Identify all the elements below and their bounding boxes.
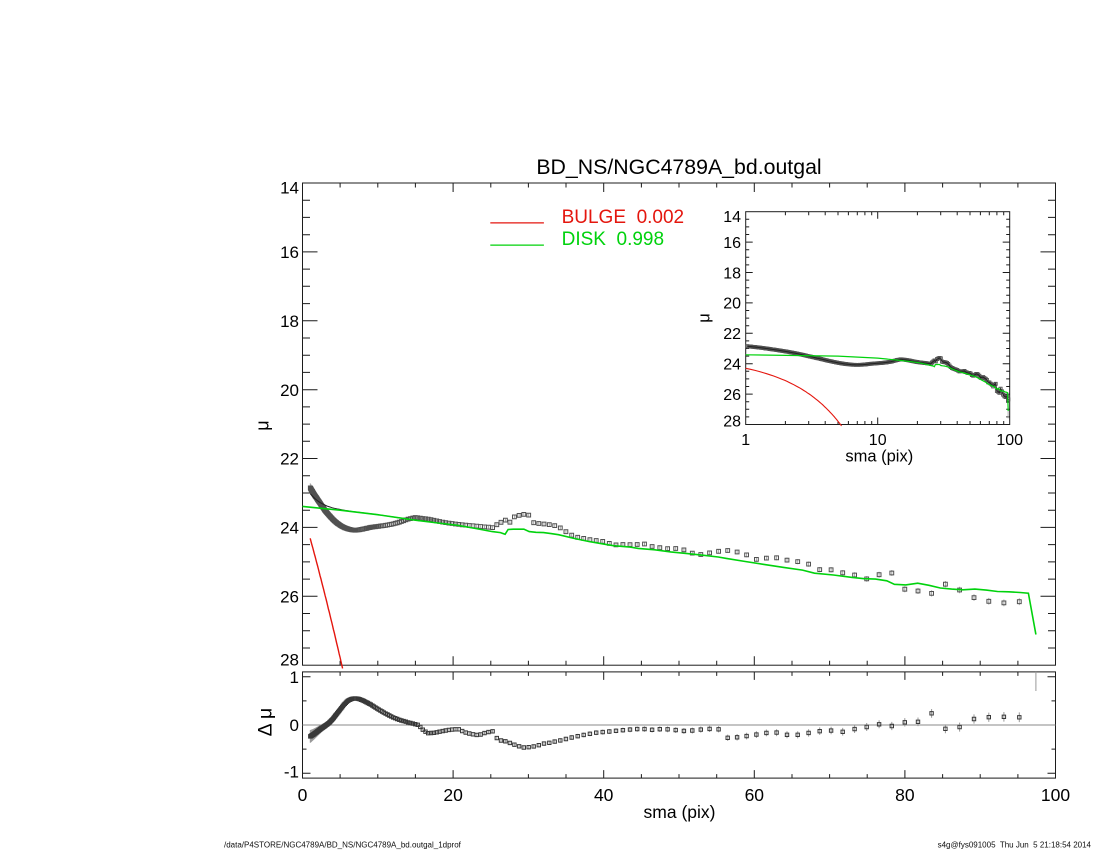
svg-text:18: 18 [723,265,741,282]
svg-text:sma (pix): sma (pix) [845,448,913,466]
svg-text:20: 20 [443,785,463,805]
svg-text:24: 24 [723,357,741,374]
svg-text:0: 0 [290,716,299,735]
svg-text:Δ μ: Δ μ [255,708,277,737]
svg-text:80: 80 [895,785,915,805]
svg-text:DISK 0.998: DISK 0.998 [562,229,664,250]
svg-text:20: 20 [280,381,299,400]
svg-text:1: 1 [290,668,299,687]
svg-text:s4g@fys091005 Thu Jun 5 21:1: s4g@fys091005 Thu Jun 5 21:18:54 2014 [938,841,1092,850]
svg-text:22: 22 [723,326,741,343]
svg-text:100: 100 [1041,785,1070,805]
svg-text:sma (pix): sma (pix) [644,802,716,822]
svg-text:26: 26 [723,387,741,404]
svg-text:0: 0 [298,785,308,805]
svg-text:14: 14 [280,179,299,198]
svg-text:-1: -1 [284,763,299,782]
svg-text:28: 28 [723,413,741,430]
svg-text:40: 40 [594,785,614,805]
svg-text:60: 60 [745,785,765,805]
svg-text:/data/P4STORE/NGC4789A/BD_NS/N: /data/P4STORE/NGC4789A/BD_NS/NGC4789A_bd… [224,840,462,849]
svg-text:22: 22 [280,450,299,469]
svg-text:1: 1 [741,432,750,449]
svg-text:BULGE 0.002: BULGE 0.002 [562,207,685,228]
svg-text:100: 100 [996,432,1023,449]
svg-text:20: 20 [723,296,741,313]
svg-text:μ: μ [253,420,273,430]
svg-text:28: 28 [280,650,299,669]
svg-text:10: 10 [869,432,887,449]
svg-text:26: 26 [280,587,299,606]
svg-text:24: 24 [280,519,299,538]
svg-text:14: 14 [723,209,741,226]
svg-text:16: 16 [280,243,299,262]
svg-text:18: 18 [280,312,299,331]
svg-text:16: 16 [723,235,741,252]
svg-text:μ: μ [696,313,714,323]
svg-text:BD_NS/NGC4789A_bd.outgal: BD_NS/NGC4789A_bd.outgal [536,155,821,179]
